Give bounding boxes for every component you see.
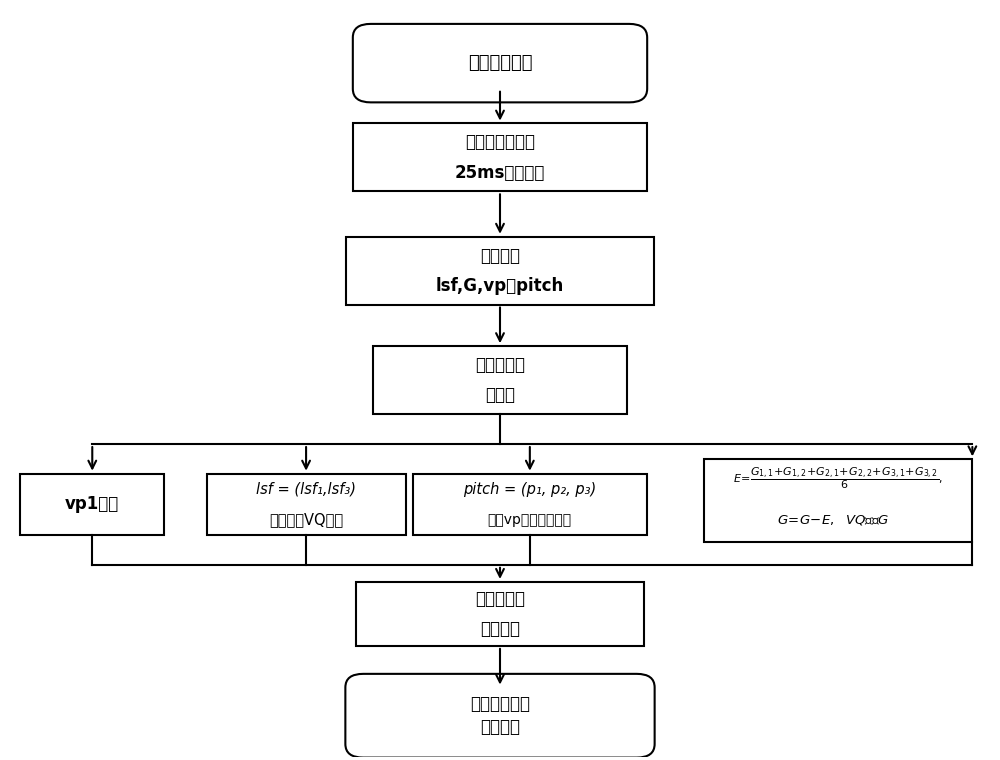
FancyBboxPatch shape — [353, 24, 647, 103]
Text: lsf,G,vp和pitch: lsf,G,vp和pitch — [436, 277, 564, 295]
Text: 差错控制: 差错控制 — [480, 620, 520, 638]
Text: 编码完成: 编码完成 — [480, 718, 520, 736]
Text: lsf = (lsf₁,lsf₃): lsf = (lsf₁,lsf₃) — [256, 482, 356, 497]
Text: pitch = (p₁, p₂, p₃): pitch = (p₁, p₂, p₃) — [463, 482, 596, 497]
Text: 四级残差VQ量化: 四级残差VQ量化 — [269, 512, 343, 527]
Bar — [356, 582, 644, 646]
Text: 单帧计算: 单帧计算 — [480, 246, 520, 264]
Text: 依照vp选择码本尺寸: 依照vp选择码本尺寸 — [488, 512, 572, 527]
Bar — [20, 473, 164, 535]
Text: $G\!=\!G\!-\!E,$  $\mathit{VQ}$量化$G$: $G\!=\!G\!-\!E,$ $\mathit{VQ}$量化$G$ — [777, 512, 889, 527]
Text: 去除工频处理，: 去除工频处理， — [465, 132, 535, 150]
Text: vp1传递: vp1传递 — [65, 496, 119, 514]
Text: 前向纠错码: 前向纠错码 — [475, 590, 525, 608]
Bar — [704, 459, 972, 542]
Bar — [353, 123, 647, 192]
FancyBboxPatch shape — [345, 674, 655, 758]
Text: 合量化: 合量化 — [485, 386, 515, 404]
Bar — [413, 473, 647, 535]
Bar — [373, 346, 627, 414]
Text: 25ms单位分帧: 25ms单位分帧 — [455, 164, 545, 182]
Bar — [207, 473, 406, 535]
Text: 输入语音信号: 输入语音信号 — [468, 54, 532, 72]
Text: 三帧参数联: 三帧参数联 — [475, 356, 525, 374]
Text: 组码比特流，: 组码比特流， — [470, 695, 530, 714]
Text: $E\!=\!\dfrac{G_{1,1}\!+\!G_{1,2}\!+\!G_{2,1}\!+\!G_{2,2}\!+\!G_{3,1}\!+\!G_{3,2: $E\!=\!\dfrac{G_{1,1}\!+\!G_{1,2}\!+\!G_… — [733, 465, 943, 491]
Bar — [346, 236, 654, 305]
